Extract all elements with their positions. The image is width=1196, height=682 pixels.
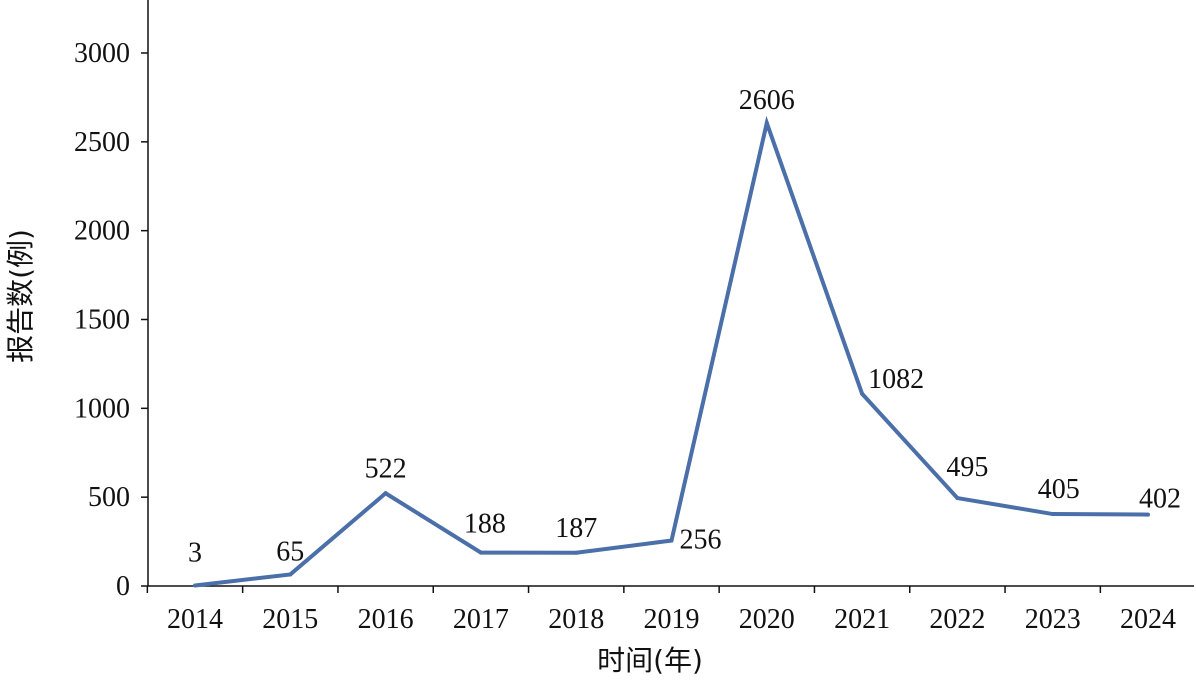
data-label: 2606 bbox=[739, 85, 795, 116]
x-tick-label: 2017 bbox=[453, 604, 509, 635]
data-point bbox=[860, 391, 865, 396]
x-tick-label: 2019 bbox=[644, 604, 700, 635]
y-tick-label: 2000 bbox=[74, 216, 130, 247]
x-axis-title: 时间(年) bbox=[597, 644, 703, 677]
data-point bbox=[478, 550, 483, 555]
series-layer bbox=[193, 115, 1150, 588]
data-label: 405 bbox=[1038, 474, 1080, 505]
data-label: 256 bbox=[680, 525, 722, 556]
x-axis-ticks: 2014 2015 2016 2017 2018 2019 2020 2021 2022 2023… bbox=[146, 586, 1176, 635]
series-line bbox=[194, 115, 1149, 588]
x-tick-label: 2020 bbox=[739, 604, 795, 635]
data-label: 3 bbox=[188, 537, 202, 568]
y-tick-label: 1500 bbox=[74, 305, 130, 336]
data-label: 187 bbox=[555, 513, 597, 544]
y-tick-label: 500 bbox=[88, 482, 130, 513]
x-tick-label: 2014 bbox=[167, 604, 223, 635]
x-tick-label: 2015 bbox=[262, 604, 318, 635]
y-axis-ticks: 0 500 1000 1500 2000 2500 3000 bbox=[74, 38, 148, 602]
y-tick-label: 0 bbox=[116, 571, 130, 602]
data-point bbox=[193, 583, 197, 588]
x-tick-label: 2021 bbox=[834, 604, 890, 635]
x-tick-label: 2024 bbox=[1120, 604, 1176, 635]
x-tick-label: 2018 bbox=[548, 604, 604, 635]
data-point bbox=[955, 496, 960, 501]
y-tick-label: 3000 bbox=[74, 38, 130, 69]
y-axis-title: 报告数(例) bbox=[4, 229, 37, 363]
axes bbox=[147, 0, 1194, 587]
data-label: 188 bbox=[464, 509, 506, 540]
data-point bbox=[288, 572, 293, 577]
data-point bbox=[574, 550, 579, 555]
x-tick-label: 2023 bbox=[1025, 604, 1081, 635]
data-label: 495 bbox=[946, 452, 988, 483]
data-label: 522 bbox=[365, 453, 407, 484]
x-tick-label: 2016 bbox=[358, 604, 414, 635]
y-tick-label: 1000 bbox=[74, 393, 130, 424]
data-point bbox=[1050, 512, 1055, 517]
y-tick-label: 2500 bbox=[74, 127, 130, 158]
data-label: 65 bbox=[276, 536, 304, 567]
data-point bbox=[1146, 512, 1150, 517]
x-tick-label: 2022 bbox=[929, 604, 985, 635]
data-point bbox=[764, 121, 769, 126]
data-point bbox=[383, 491, 388, 496]
data-label: 402 bbox=[1139, 484, 1181, 515]
data-label: 1082 bbox=[868, 364, 924, 395]
data-labels: 3 65 522 188 187 256 2606 1082 495 405 402 bbox=[188, 85, 1181, 568]
data-point bbox=[669, 538, 674, 543]
